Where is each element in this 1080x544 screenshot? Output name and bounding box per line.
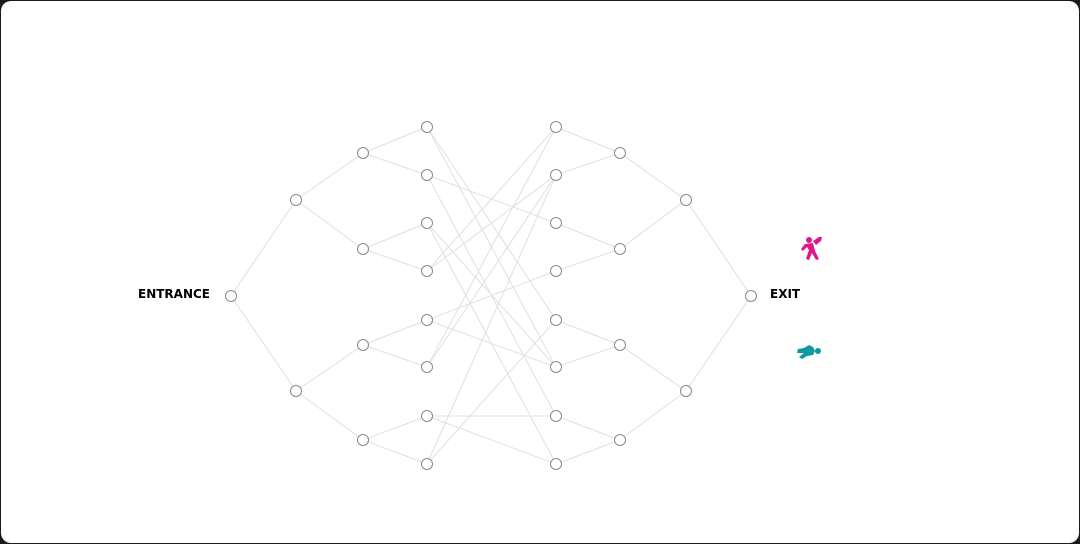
edge [426,270,557,321]
graph-node [550,217,562,229]
edge [555,248,621,272]
graph-node [614,147,626,159]
edge [362,415,428,441]
graph-node [550,169,562,181]
edge [426,319,557,465]
edge [685,295,752,392]
graph-node [614,434,626,446]
graph-node [550,265,562,277]
entrance-label: ENTRANCE [138,287,210,301]
graph-node [290,194,302,206]
graph-node [680,385,692,397]
graph-node [421,361,433,373]
exit-node [745,290,757,302]
edge [555,344,621,368]
edge [555,152,621,176]
edge [619,344,687,392]
edge [619,390,687,441]
edge [362,222,428,250]
edge [230,295,297,392]
graph-node [550,410,562,422]
graph-node [290,385,302,397]
person-running-icon [801,237,822,260]
person-fallen-icon [797,345,821,359]
edge [362,126,428,154]
edge [619,152,687,201]
edge [555,319,621,346]
graph-node [421,217,433,229]
graph-node [421,458,433,470]
graph-node [357,243,369,255]
edge [295,152,364,201]
graph-node [357,434,369,446]
edge [362,319,428,346]
edge [426,126,557,272]
graph-node [421,121,433,133]
edge [362,248,428,272]
graph-node [550,361,562,373]
edge [230,199,297,297]
edge [426,126,557,368]
graph-node [421,410,433,422]
edge [555,126,621,154]
edge [295,390,364,441]
graph-node [357,147,369,159]
entrance-node [225,290,237,302]
graph-node [550,121,562,133]
edge [555,222,621,250]
graph-node [680,194,692,206]
edge [426,174,557,272]
edge [555,439,621,465]
graph-node [421,314,433,326]
edge [295,344,364,392]
edge [426,174,557,368]
graph-node [550,458,562,470]
edge [362,439,428,465]
exit-label: EXIT [770,287,801,301]
edge [362,152,428,176]
edge [295,199,364,250]
edge [619,199,687,250]
graph-node [550,314,562,326]
graph-node [421,265,433,277]
graph-node [421,169,433,181]
edge [426,415,557,465]
edge [362,344,428,368]
edge [555,415,621,441]
graph-node [614,243,626,255]
edge [426,174,557,465]
graph-node [614,339,626,351]
edge [685,199,752,297]
graph-node [357,339,369,351]
